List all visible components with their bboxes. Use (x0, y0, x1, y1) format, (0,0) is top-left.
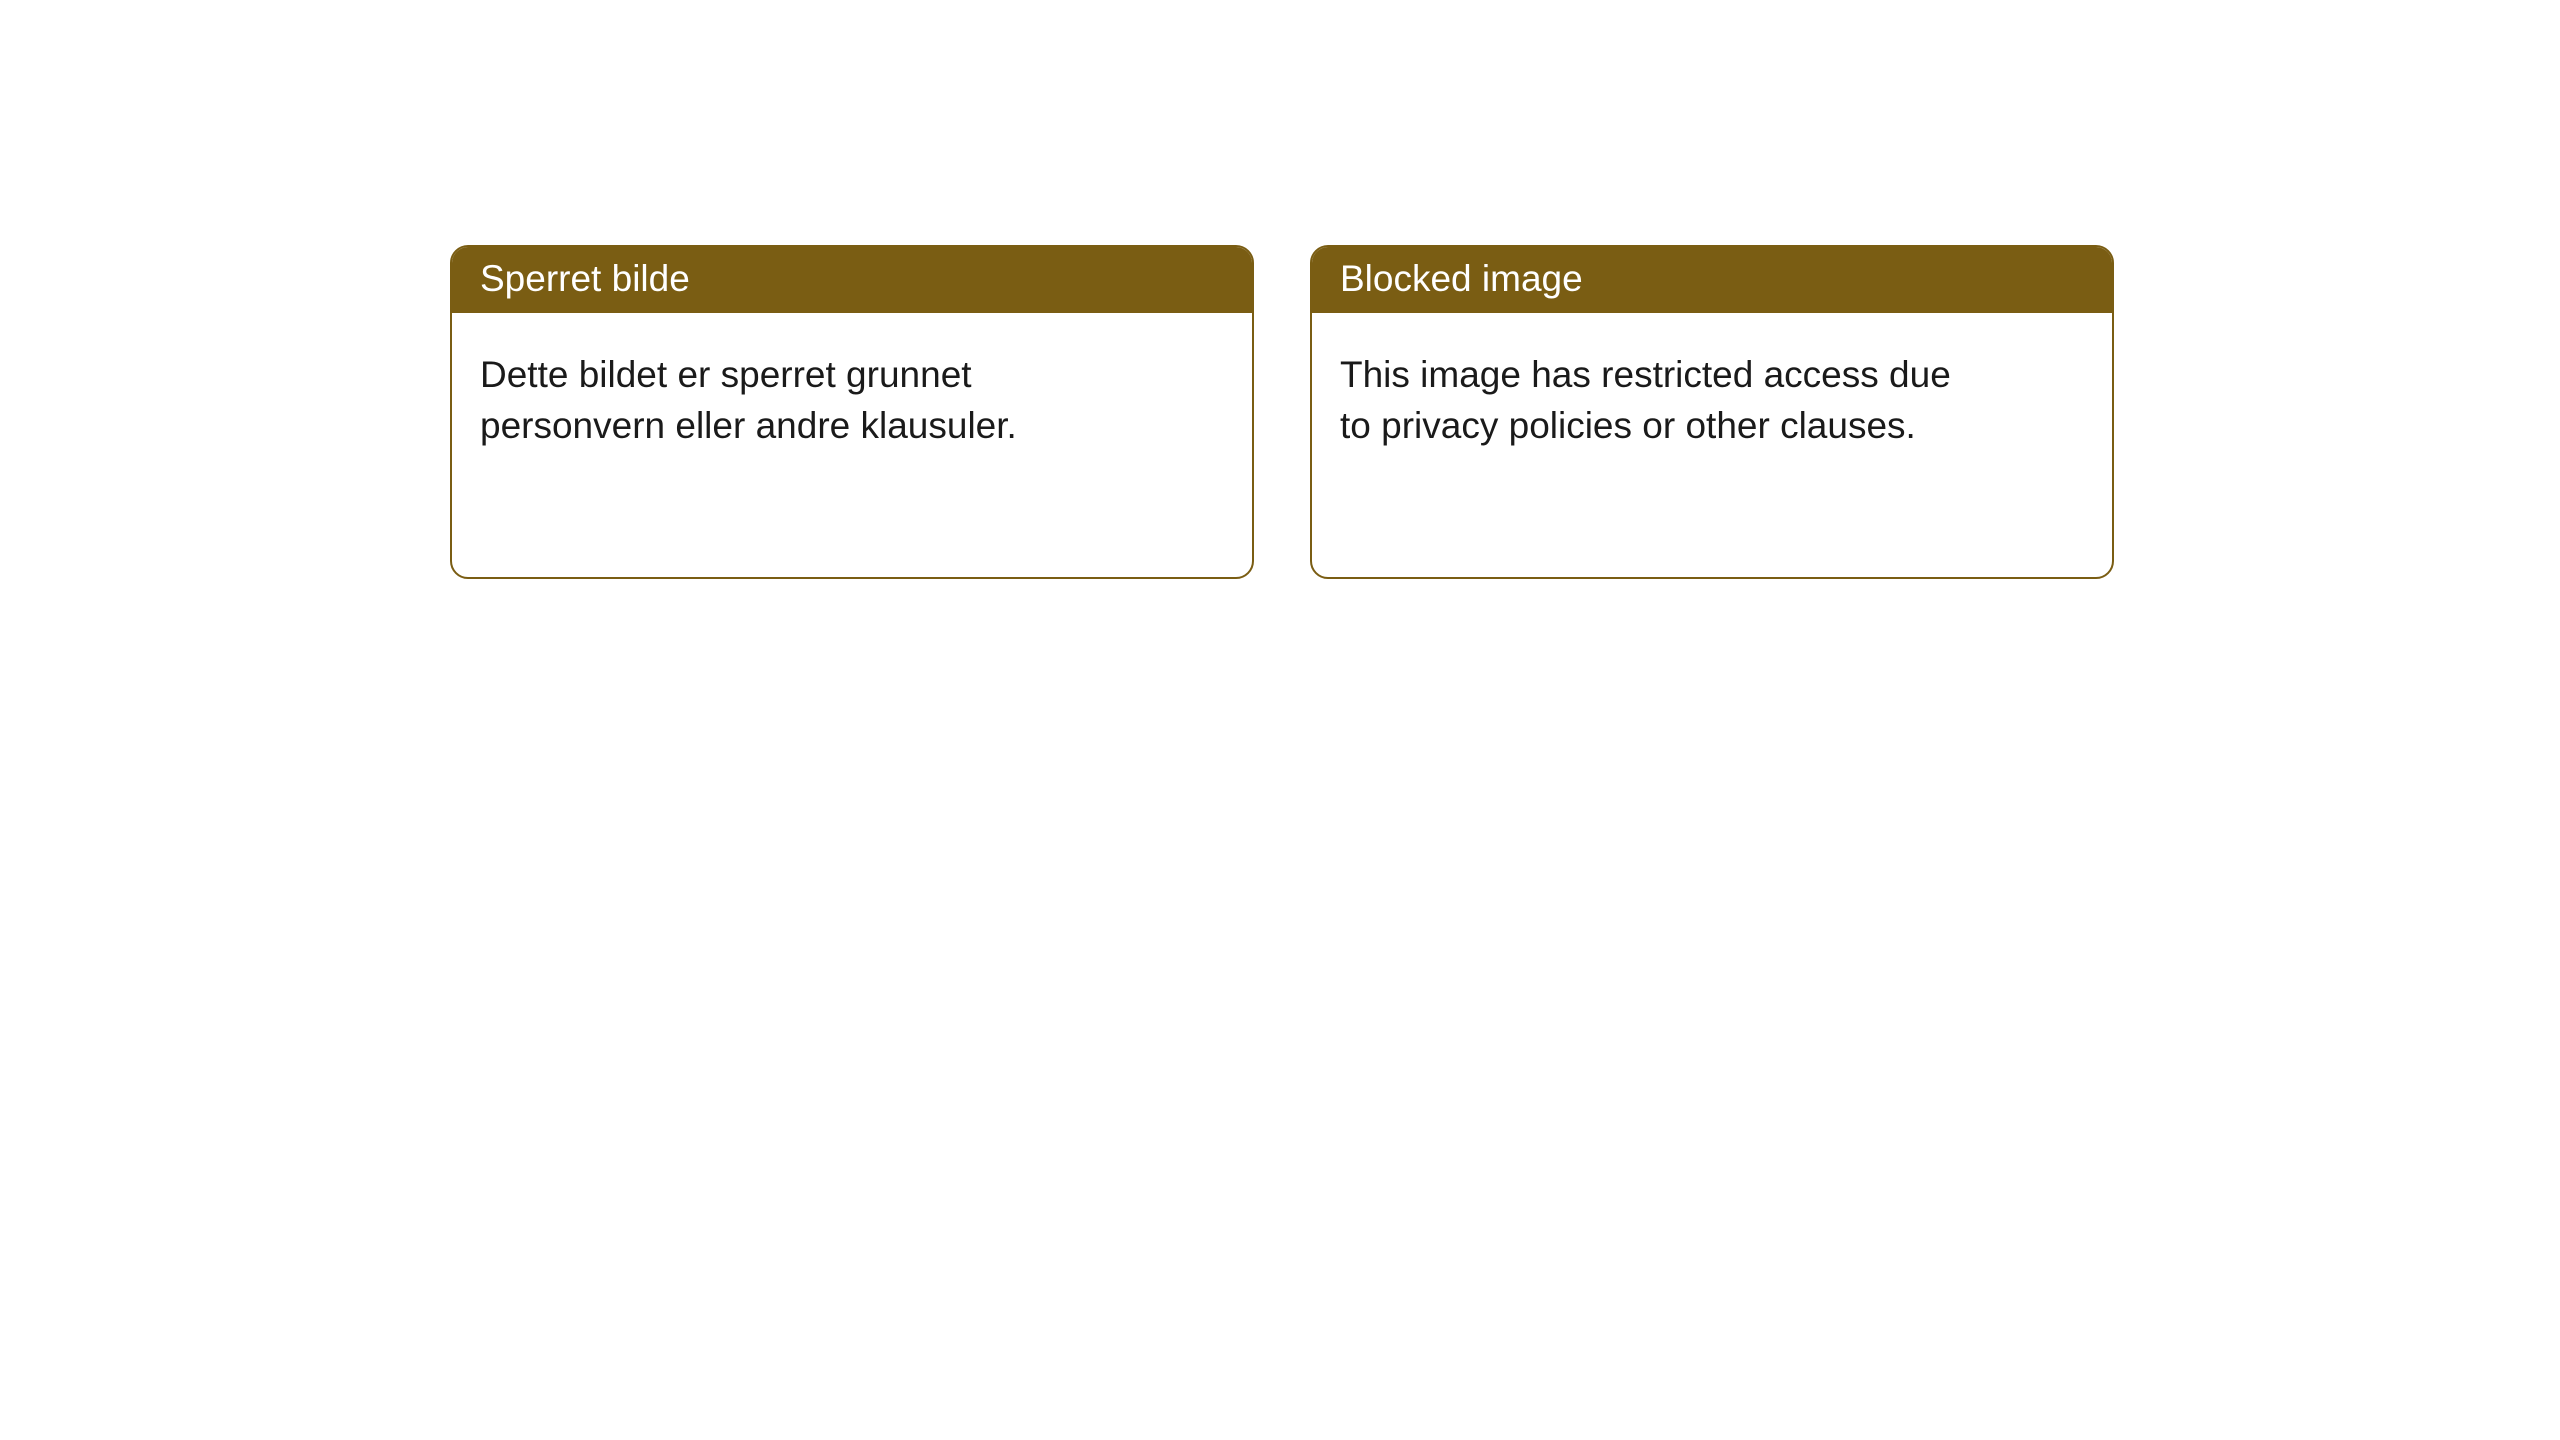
notice-box-en: Blocked image This image has restricted … (1310, 245, 2114, 579)
notice-body-en: This image has restricted access due to … (1312, 313, 1992, 471)
notice-text-en: This image has restricted access due to … (1340, 354, 1951, 446)
notice-header-no: Sperret bilde (452, 247, 1252, 313)
notice-header-en: Blocked image (1312, 247, 2112, 313)
notice-title-en: Blocked image (1340, 258, 1583, 299)
notice-box-no: Sperret bilde Dette bildet er sperret gr… (450, 245, 1254, 579)
notice-title-no: Sperret bilde (480, 258, 690, 299)
notice-container: Sperret bilde Dette bildet er sperret gr… (0, 0, 2560, 579)
notice-text-no: Dette bildet er sperret grunnet personve… (480, 354, 1017, 446)
notice-body-no: Dette bildet er sperret grunnet personve… (452, 313, 1132, 471)
